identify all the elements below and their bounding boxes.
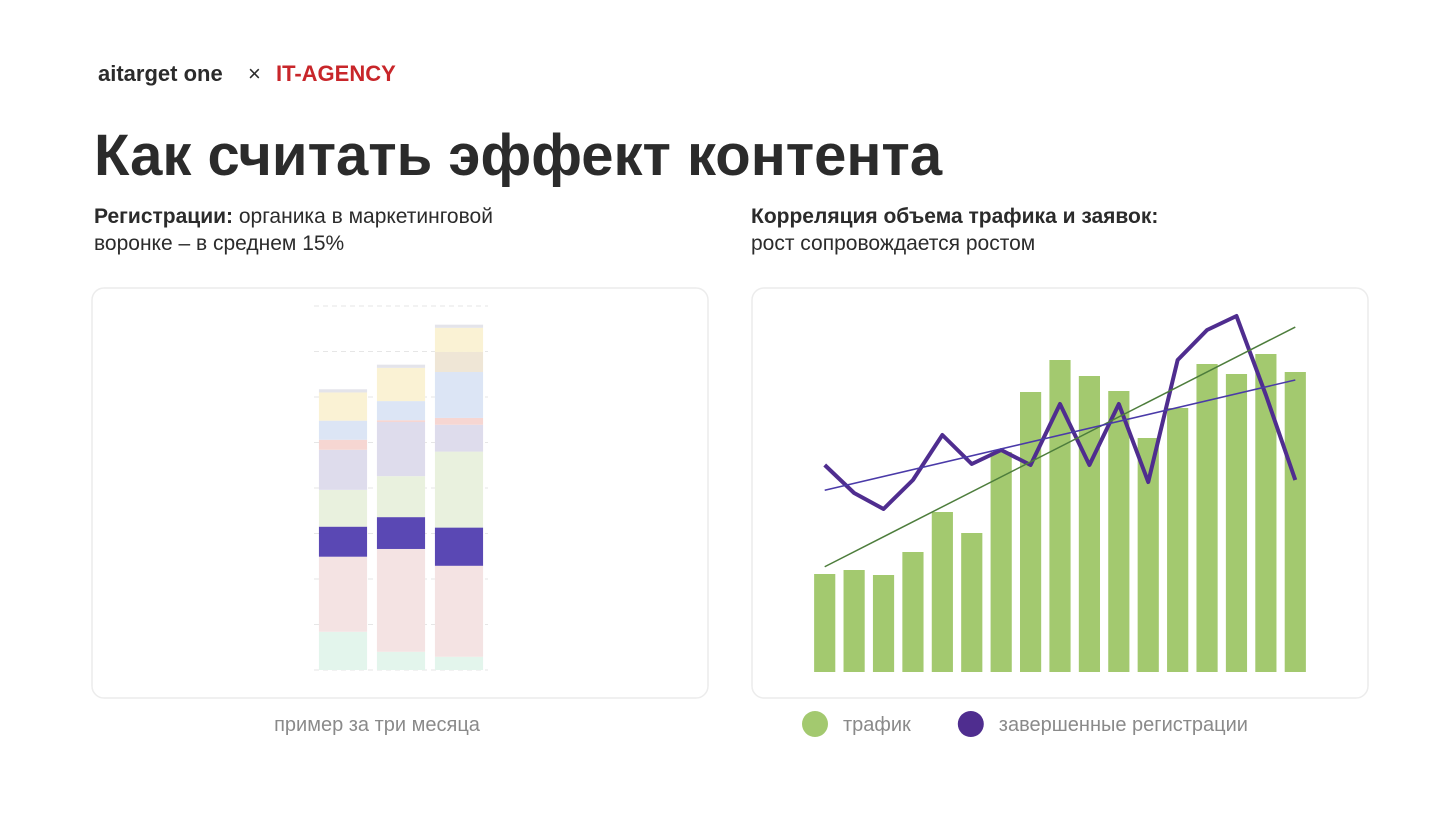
legend-label: трафик — [843, 714, 911, 736]
bar-segment — [376, 517, 426, 549]
bar — [1167, 408, 1189, 672]
left-heading-line: воронке – в среднем 15% — [94, 232, 344, 255]
bar-segment — [318, 389, 368, 393]
left-heading: Регистрации: органика в маркетинговой — [94, 205, 493, 228]
bar-segment — [376, 548, 426, 652]
bar — [990, 452, 1012, 672]
bar-segment — [434, 565, 484, 657]
bar — [1137, 438, 1159, 672]
bar — [1284, 372, 1306, 672]
bar-segment — [318, 439, 368, 450]
bar-segment — [318, 526, 368, 557]
bar-segment — [376, 476, 426, 518]
bar — [1049, 360, 1071, 672]
bar — [1196, 364, 1218, 672]
bar — [1020, 392, 1042, 672]
right-heading-bold: Корреляция объема трафика и заявок: — [751, 205, 1158, 228]
bar-segment — [318, 631, 368, 670]
bar — [1108, 391, 1130, 672]
bar-segment — [434, 527, 484, 566]
bar-segment — [434, 371, 484, 418]
partner-logo: IT-AGENCY — [276, 61, 396, 86]
bar — [1078, 376, 1100, 672]
bar-segment — [376, 651, 426, 670]
legend-label: завершенные регистрации — [999, 714, 1248, 736]
bar — [814, 574, 836, 672]
bar-segment — [318, 556, 368, 632]
bar — [1255, 354, 1277, 672]
bar-segment — [434, 327, 484, 352]
line — [823, 314, 1298, 511]
bar-segment — [318, 392, 368, 421]
brand-logo: aitarget one — [98, 61, 223, 86]
bar — [872, 575, 895, 672]
left-heading-line: органика в маркетинговой — [239, 205, 493, 228]
bar-segment — [318, 489, 368, 527]
bar-segment — [434, 324, 484, 328]
bar-segment — [434, 417, 484, 425]
right-heading-line: рост сопровождается ростом — [751, 232, 1035, 255]
bar — [902, 552, 924, 672]
bar — [1225, 374, 1248, 672]
bar-segment — [376, 364, 426, 368]
bar-segment — [318, 449, 368, 490]
bar — [843, 570, 865, 672]
bar-segment — [376, 422, 426, 477]
bar-segment — [434, 451, 484, 528]
bar — [931, 512, 953, 672]
logo-separator: × — [248, 61, 261, 86]
legend-marker — [957, 711, 984, 737]
bar-segment — [376, 367, 426, 402]
bar-segment — [434, 424, 484, 452]
left-heading-bold: Регистрации: — [94, 205, 233, 228]
bar — [961, 533, 983, 672]
bar-segment — [376, 401, 426, 421]
chart-caption: пример за три месяца — [274, 714, 481, 736]
legend-marker — [802, 711, 828, 737]
bar-segment — [318, 420, 368, 440]
bar-segment — [434, 656, 484, 670]
slide-title: Как считать эффект контента — [94, 123, 943, 188]
trend-line — [824, 379, 1296, 491]
bar-segment — [376, 420, 426, 423]
trend-line — [824, 326, 1296, 568]
bar-segment — [434, 351, 484, 372]
